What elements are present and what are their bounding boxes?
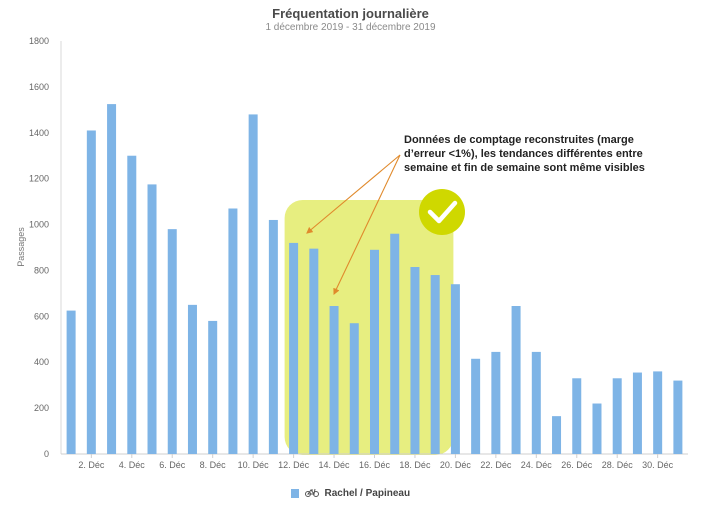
bar[interactable] — [349, 323, 359, 454]
x-tick-label: 28. Déc — [602, 460, 634, 470]
x-tick-label: 24. Déc — [521, 460, 553, 470]
legend-swatch — [290, 489, 299, 498]
checkmark-stroke — [427, 200, 458, 224]
bar[interactable] — [471, 358, 481, 454]
bar[interactable] — [552, 416, 562, 454]
x-tick-label: 12. Déc — [278, 460, 310, 470]
x-tick-label: 16. Déc — [359, 460, 391, 470]
y-tick-label: 800 — [34, 265, 49, 275]
bar[interactable] — [66, 310, 76, 454]
y-axis-label: Passages — [16, 227, 26, 267]
bar[interactable] — [127, 155, 137, 454]
bar[interactable] — [289, 242, 299, 454]
x-tick-label: 26. Déc — [561, 460, 593, 470]
bar[interactable] — [612, 378, 622, 454]
bar[interactable] — [187, 304, 197, 454]
y-tick-label: 1600 — [29, 82, 49, 92]
check-badge — [419, 189, 465, 235]
x-tick-label: 14. Déc — [319, 460, 351, 470]
bar[interactable] — [491, 351, 501, 454]
y-tick-label: 1200 — [29, 174, 49, 184]
bar[interactable] — [228, 208, 238, 454]
bar[interactable] — [248, 114, 258, 454]
bar[interactable] — [430, 275, 440, 454]
bar[interactable] — [531, 351, 541, 454]
y-tick-label: 400 — [34, 357, 49, 367]
x-tick-label: 6. Déc — [159, 460, 186, 470]
chart-subtitle: 1 décembre 2019 - 31 décembre 2019 — [265, 22, 436, 33]
bar[interactable] — [86, 130, 96, 454]
legend[interactable]: Rachel / Papineau — [0, 487, 701, 500]
bar[interactable] — [632, 372, 642, 454]
x-tick-label: 22. Déc — [480, 460, 512, 470]
bar[interactable] — [309, 248, 319, 454]
x-tick-label: 4. Déc — [119, 460, 146, 470]
y-tick-label: 600 — [34, 311, 49, 321]
x-tick-label: 10. Déc — [238, 460, 270, 470]
bar[interactable] — [107, 104, 117, 454]
y-tick-label: 1000 — [29, 220, 49, 230]
chart-title: Fréquentation journalière — [272, 6, 429, 21]
annotation-arrow — [306, 154, 401, 234]
x-tick-label: 2. Déc — [78, 460, 105, 470]
bars-layer — [66, 104, 683, 454]
y-tick-label: 200 — [34, 403, 49, 413]
bar[interactable] — [592, 403, 602, 454]
x-axis: 2. Déc 4. Déc 6. Déc 8. Déc 10. Déc 12. Déc 14… — [78, 454, 674, 470]
x-tick-label: 30. Déc — [642, 460, 674, 470]
bar[interactable] — [390, 233, 400, 454]
bar[interactable] — [208, 320, 218, 454]
bar[interactable] — [410, 267, 420, 454]
annotation-arrow — [333, 154, 401, 295]
x-tick-label: 20. Déc — [440, 460, 472, 470]
bicycle-icon — [304, 487, 319, 500]
bar[interactable] — [370, 249, 379, 454]
y-tick-label: 0 — [44, 449, 49, 459]
bar[interactable] — [167, 229, 177, 454]
y-tick-label: 1800 — [29, 36, 49, 46]
annotation-arrows — [306, 154, 401, 295]
legend-label: Rachel / Papineau — [324, 488, 411, 499]
x-tick-label: 8. Déc — [200, 460, 227, 470]
bar[interactable] — [673, 380, 683, 454]
bar[interactable] — [329, 306, 339, 454]
x-tick-label: 18. Déc — [399, 460, 431, 470]
annotation-text: Données de comptage reconstruites (marge… — [404, 134, 645, 174]
checkmark-icon — [419, 189, 465, 235]
bar[interactable] — [268, 219, 278, 454]
bar[interactable] — [653, 371, 663, 454]
bar[interactable] — [511, 306, 521, 454]
bar[interactable] — [572, 378, 582, 454]
bar[interactable] — [450, 284, 460, 454]
bar[interactable] — [147, 184, 157, 454]
y-tick-label: 1400 — [29, 128, 49, 138]
